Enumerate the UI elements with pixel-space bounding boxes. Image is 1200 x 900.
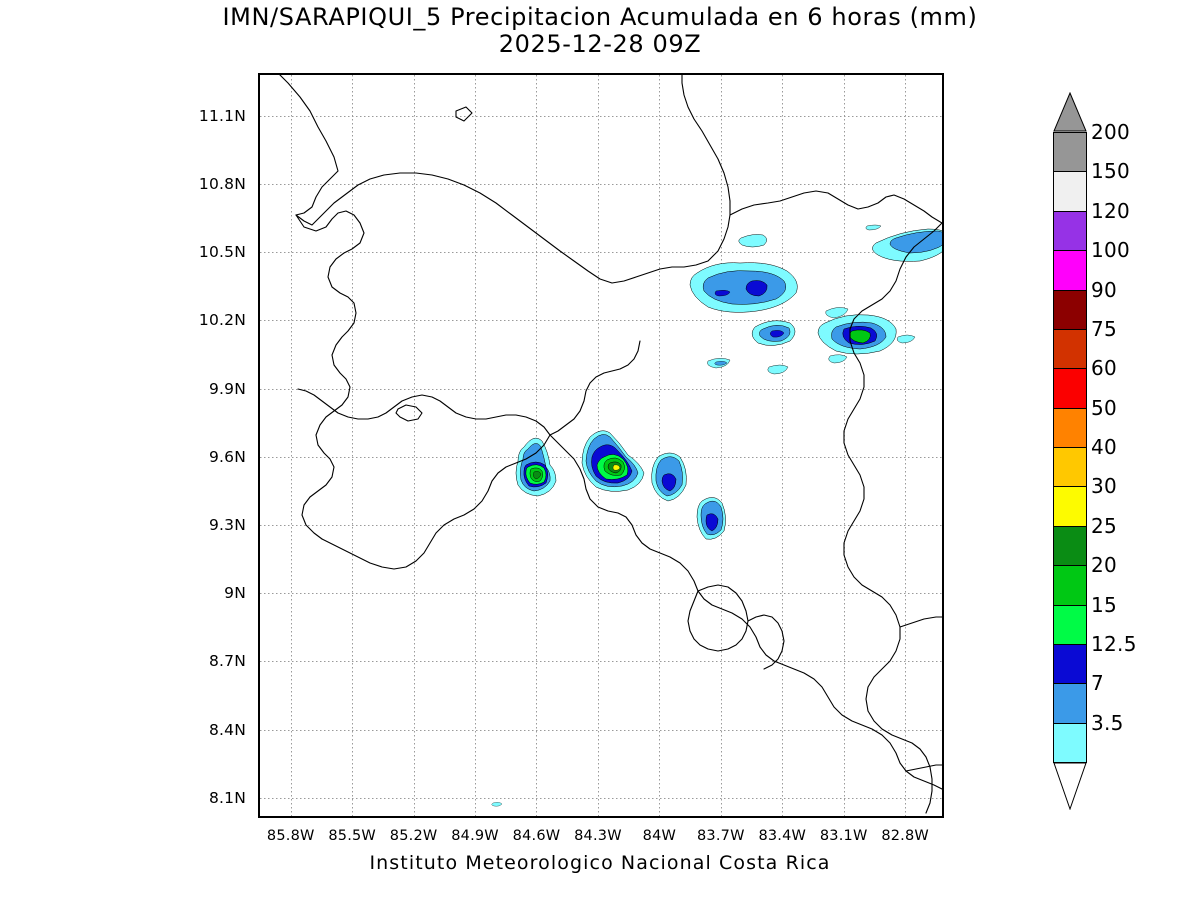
y-axis-label: 10.8N — [198, 175, 246, 194]
gridline-vertical — [352, 75, 354, 816]
coastline-borders — [279, 75, 942, 814]
page-title: IMN/SARAPIQUI_5 Precipitacion Acumulada … — [222, 3, 978, 31]
colorbar-tick-label: 200 — [1091, 120, 1131, 144]
gridline-horizontal — [260, 252, 942, 254]
y-axis-label: 10.5N — [198, 243, 246, 262]
footer-caption: Instituto Meteorologico Nacional Costa R… — [369, 852, 831, 874]
colorbar-swatch[interactable] — [1053, 132, 1087, 173]
colorbar: 200 150 120 100 90 75 60 50 40 30 25 20 15 12.5 7 3.5 — [1053, 91, 1136, 811]
colorbar-swatch[interactable] — [1053, 643, 1087, 685]
gridline-horizontal — [260, 184, 942, 186]
colorbar-swatch[interactable] — [1053, 289, 1087, 330]
map-plot-area — [260, 75, 942, 816]
y-axis-label: 9.9N — [208, 379, 246, 398]
gridline-horizontal — [260, 320, 942, 322]
chart-title-block: IMN/SARAPIQUI_5 Precipitacion Acumulada … — [0, 4, 1200, 58]
colorbar-tick-label: 30 — [1091, 474, 1118, 499]
gridline-vertical — [843, 75, 845, 816]
colorbar-swatch[interactable] — [1053, 407, 1087, 448]
y-axis-label: 8.1N — [208, 788, 246, 807]
precip-specks — [491, 802, 503, 807]
colorbar-swatch[interactable] — [1053, 486, 1087, 527]
gridline-vertical — [475, 75, 477, 816]
colorbar-tick-label: 150 — [1091, 159, 1131, 184]
colorbar-swatch[interactable] — [1053, 171, 1087, 212]
colorbar-swatch[interactable] — [1053, 565, 1087, 606]
gridline-horizontal — [260, 388, 942, 390]
gridline-vertical — [905, 75, 907, 816]
gridline-vertical — [290, 75, 292, 816]
x-axis-label: 83.7W — [696, 828, 745, 844]
precip-cell-central-west — [515, 437, 557, 497]
colorbar-swatch[interactable] — [1053, 210, 1087, 252]
x-axis-label: 84.3W — [574, 828, 622, 844]
map-geography-and-contours — [279, 75, 942, 814]
colorbar-swatch[interactable] — [1053, 250, 1087, 291]
gridline-horizontal — [260, 525, 942, 527]
x-axis-label: 82.8W — [881, 828, 929, 844]
colorbar-tick-label: 7 — [1091, 671, 1105, 696]
colorbar-tick-label: 75 — [1091, 316, 1118, 341]
colorbar-tick-label: 50 — [1091, 395, 1118, 420]
colorbar-under-arrow — [1053, 762, 1087, 811]
precip-cell-northeast-corner — [865, 224, 942, 262]
precip-cell-caribbean-scatter — [738, 234, 767, 248]
colorbar-swatch[interactable] — [1053, 722, 1087, 763]
precip-contours — [491, 224, 942, 807]
colorbar-tick-label: 60 — [1091, 356, 1118, 381]
colorbar-swatch[interactable] — [1053, 525, 1087, 567]
y-axis-label: 9.6N — [208, 447, 246, 466]
colorbar-swatch[interactable] — [1053, 604, 1087, 645]
precip-cell-pacific-south — [696, 497, 726, 540]
colorbar-tick-label: 12.5 — [1091, 631, 1137, 656]
x-axis-label: 83.4W — [758, 828, 807, 844]
colorbar-tick-label: 25 — [1091, 513, 1118, 538]
gridline-horizontal — [260, 797, 942, 799]
colorbar-swatch[interactable] — [1053, 328, 1087, 370]
map-plot-frame — [258, 73, 944, 818]
y-axis-label: 10.2N — [198, 311, 246, 330]
x-axis-label: 85.8W — [266, 828, 315, 844]
precip-cell-east-offshore-small — [751, 320, 796, 346]
colorbar-tick-label: 120 — [1091, 198, 1131, 223]
colorbar-tick-label: 15 — [1091, 592, 1118, 617]
colorbar-tick-label: 3.5 — [1091, 710, 1124, 735]
colorbar-tick-label: 90 — [1091, 277, 1118, 302]
x-axis-label: 83.1W — [819, 828, 868, 844]
gridline-horizontal — [260, 115, 942, 117]
gridline-horizontal — [260, 729, 942, 731]
gridline-vertical — [413, 75, 415, 816]
y-axis-label: 8.4N — [208, 720, 246, 739]
precip-cell-pacific-coast — [651, 452, 687, 502]
precip-cell-east-offshore — [817, 307, 916, 355]
gridline-horizontal — [260, 593, 942, 595]
x-axis-label: 85.2W — [389, 828, 438, 844]
colorbar-tick-label: 20 — [1091, 553, 1118, 578]
chart-subtitle: 2025-12-28 09Z — [498, 29, 702, 58]
y-axis-label: 11.1N — [198, 106, 246, 125]
colorbar-tick-label: 40 — [1091, 435, 1118, 459]
colorbar-swatch[interactable] — [1053, 368, 1087, 409]
precip-cell-central-east — [581, 430, 645, 492]
precip-cell-north-caribbean — [689, 262, 798, 313]
x-axis-label: 85.5W — [328, 828, 376, 844]
gridline-vertical — [720, 75, 722, 816]
colorbar-swatch[interactable] — [1053, 447, 1087, 488]
colorbar-swatch[interactable] — [1053, 683, 1087, 724]
y-axis-label: 9N — [224, 584, 246, 603]
y-axis-label: 8.7N — [208, 652, 246, 671]
x-axis-label: 84W — [642, 828, 677, 844]
gridline-vertical — [659, 75, 661, 816]
colorbar-tick-label: 100 — [1091, 238, 1131, 263]
precip-cell-scatter-group — [707, 354, 848, 375]
gridline-horizontal — [260, 661, 942, 663]
y-axis-label: 9.3N — [208, 516, 246, 535]
gridline-vertical — [782, 75, 784, 816]
x-axis-label: 84.6W — [512, 828, 561, 844]
colorbar-over-arrow — [1053, 91, 1087, 132]
x-axis-label: 84.9W — [451, 828, 499, 844]
